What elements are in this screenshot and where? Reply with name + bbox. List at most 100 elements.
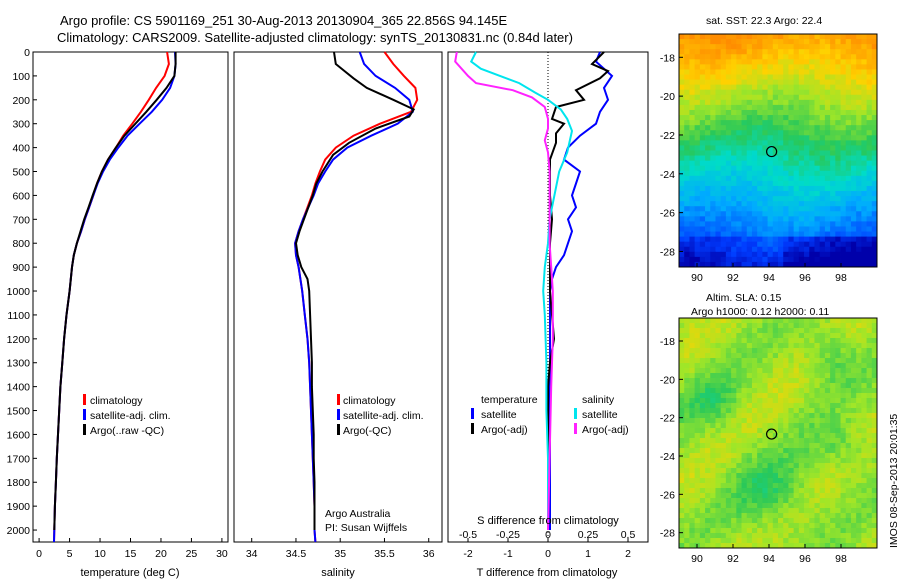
sst-cell — [840, 145, 847, 151]
sst-cell — [694, 196, 701, 202]
sst-cell — [830, 94, 836, 101]
sla-cell — [741, 523, 748, 529]
sla-cell — [689, 433, 696, 439]
sst-cell — [793, 109, 800, 116]
sst-cell — [819, 160, 826, 167]
sst-cell — [689, 196, 696, 202]
sst-cell — [731, 84, 737, 91]
sst-cell — [679, 185, 685, 192]
depth-tick-label: 0 — [24, 47, 30, 59]
sst-cell — [861, 135, 867, 141]
sla-cell — [725, 488, 732, 494]
sst-cell — [835, 99, 841, 106]
sla-cell — [684, 463, 690, 469]
sst-cell — [788, 79, 795, 86]
sst-cell — [741, 236, 748, 243]
sla-cell — [830, 518, 836, 524]
sst-cell — [819, 44, 826, 50]
sst-cell — [736, 94, 742, 101]
depth-tick-label: 1300 — [7, 358, 31, 370]
sst-cell — [762, 130, 768, 136]
legend-temperature-title: temperature — [481, 394, 538, 406]
sst-cell — [689, 44, 696, 50]
sla-cell — [689, 483, 696, 489]
sla-cell — [845, 428, 852, 434]
sla-cell — [736, 438, 742, 444]
sla-cell — [767, 433, 774, 439]
sla-cell — [856, 508, 862, 514]
sla-cell — [746, 448, 753, 454]
sst-cell — [840, 64, 847, 70]
sla-cell — [824, 533, 831, 539]
sla-cell — [710, 358, 716, 364]
sst-cell — [809, 155, 815, 162]
sla-cell — [835, 413, 841, 419]
sst-cell — [798, 170, 805, 177]
sla-cell — [845, 443, 852, 449]
sla-cell — [778, 473, 784, 479]
sla-cell — [830, 383, 836, 389]
sst-cell — [710, 135, 716, 141]
sst-cell — [835, 236, 841, 243]
sst-cell — [798, 140, 805, 146]
sst-cell — [767, 191, 774, 197]
sst-cell — [689, 150, 696, 156]
sla-cell — [710, 348, 716, 354]
sst-cell — [788, 241, 795, 248]
sst-cell — [840, 201, 847, 207]
sst-cell — [736, 221, 742, 227]
sst-cell — [757, 44, 763, 50]
sst-cell — [715, 125, 722, 131]
temperature-xtick-label: 5 — [67, 548, 73, 560]
sla-cell — [762, 353, 768, 359]
sla-cell — [804, 493, 810, 499]
sla-cell — [705, 373, 711, 379]
sst-cell — [778, 231, 784, 238]
sla-cell — [840, 398, 847, 404]
sst-cell — [736, 54, 742, 60]
sla-cell — [731, 448, 737, 454]
sst-cell — [741, 180, 748, 187]
sst-cell — [705, 145, 711, 151]
sla-cell — [866, 508, 873, 514]
sla-cell — [679, 508, 685, 514]
sst-cell — [679, 256, 685, 263]
sst-cell — [788, 34, 795, 40]
sla-cell — [689, 453, 696, 459]
sst-cell — [731, 251, 737, 258]
sst-cell — [871, 44, 878, 50]
sst-cell — [705, 79, 711, 86]
sst-cell — [762, 94, 768, 101]
sst-cell — [710, 69, 716, 75]
sla-cell — [798, 348, 805, 354]
sst-cell — [705, 175, 711, 182]
sst-cell — [736, 206, 742, 212]
sla-cell — [840, 433, 847, 439]
sst-cell — [809, 175, 815, 182]
sla-cell — [731, 403, 737, 409]
sst-cell — [684, 64, 690, 70]
sst-cell — [767, 44, 774, 50]
sla-cell — [757, 428, 763, 434]
sst-cell — [778, 125, 784, 131]
sla-cell — [757, 518, 763, 524]
sst-cell — [793, 231, 800, 238]
sst-cell — [835, 34, 841, 40]
sst-cell — [861, 99, 867, 106]
sst-cell — [715, 175, 722, 182]
sla-cell — [705, 493, 711, 499]
sst-cell — [725, 185, 732, 192]
sla-cell — [861, 498, 867, 504]
sst-cell — [710, 64, 716, 70]
sst-cell — [819, 231, 826, 238]
sst-cell — [830, 104, 836, 111]
sla-cell — [845, 438, 852, 444]
sst-cell — [856, 191, 862, 197]
sst-cell — [705, 109, 711, 116]
sla-cell — [736, 458, 742, 464]
sst-cell — [731, 34, 737, 40]
sst-cell — [710, 39, 716, 45]
sst-cell — [871, 49, 878, 55]
sla-cell — [746, 443, 753, 449]
sst-cell — [731, 216, 737, 222]
